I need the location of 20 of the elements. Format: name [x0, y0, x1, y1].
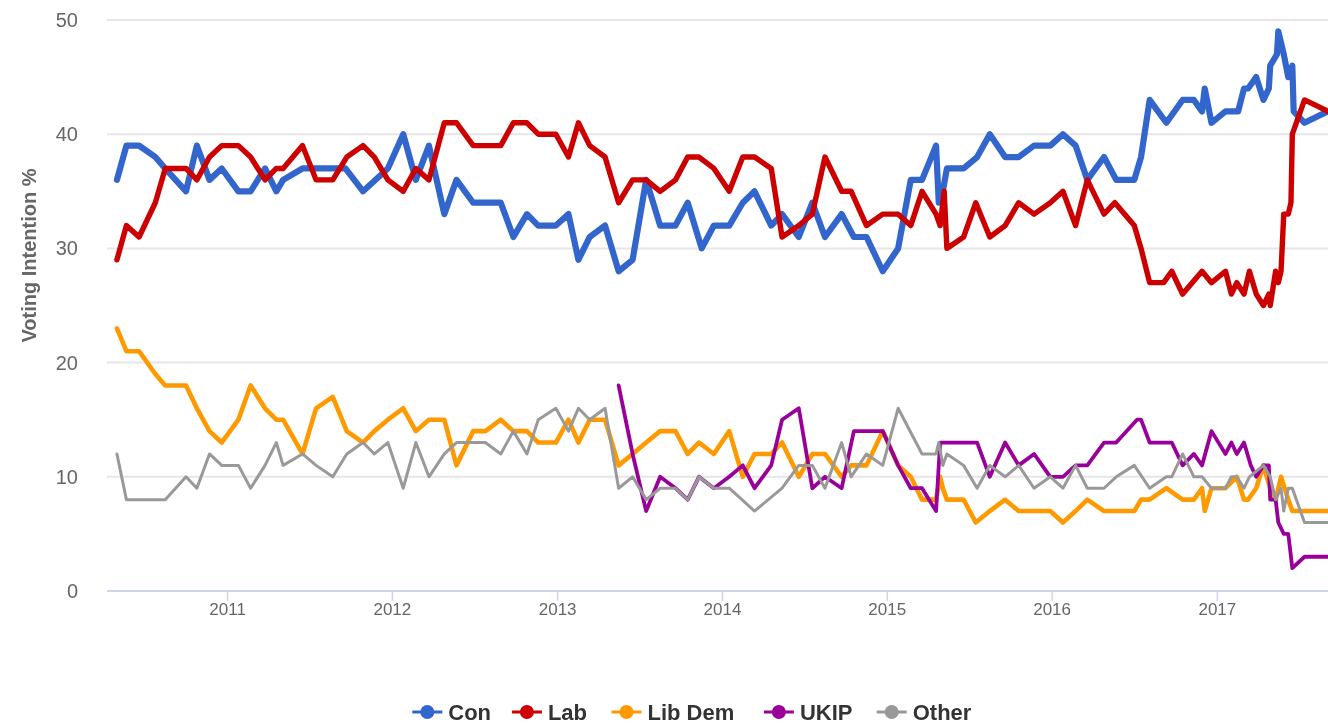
- y-tick-label: 20: [55, 351, 78, 374]
- x-tick-label: 2014: [703, 600, 742, 619]
- legend-label: Lib Dem: [647, 700, 735, 725]
- x-tick-label: 2015: [868, 600, 907, 619]
- legend-label: UKIP: [799, 700, 853, 725]
- y-tick-label: 40: [55, 123, 78, 146]
- x-tick-label: 2012: [373, 600, 412, 619]
- y-axis-title: Voting Intention %: [18, 168, 40, 343]
- y-tick-label: 0: [66, 580, 78, 602]
- legend-label: Lab: [547, 700, 588, 725]
- x-tick-label: 2016: [1033, 600, 1072, 619]
- x-tick-label: 2013: [538, 600, 577, 619]
- x-tick-label: 2011: [209, 600, 246, 619]
- y-tick-label: 30: [55, 237, 78, 260]
- legend-label: Con: [448, 700, 492, 725]
- x-tick-label: 2017: [1198, 600, 1237, 619]
- legend-label: Other: [912, 700, 972, 725]
- y-tick-label: 10: [55, 465, 78, 488]
- line-series: [115, 406, 1328, 524]
- y-tick-label: 50: [55, 9, 78, 31]
